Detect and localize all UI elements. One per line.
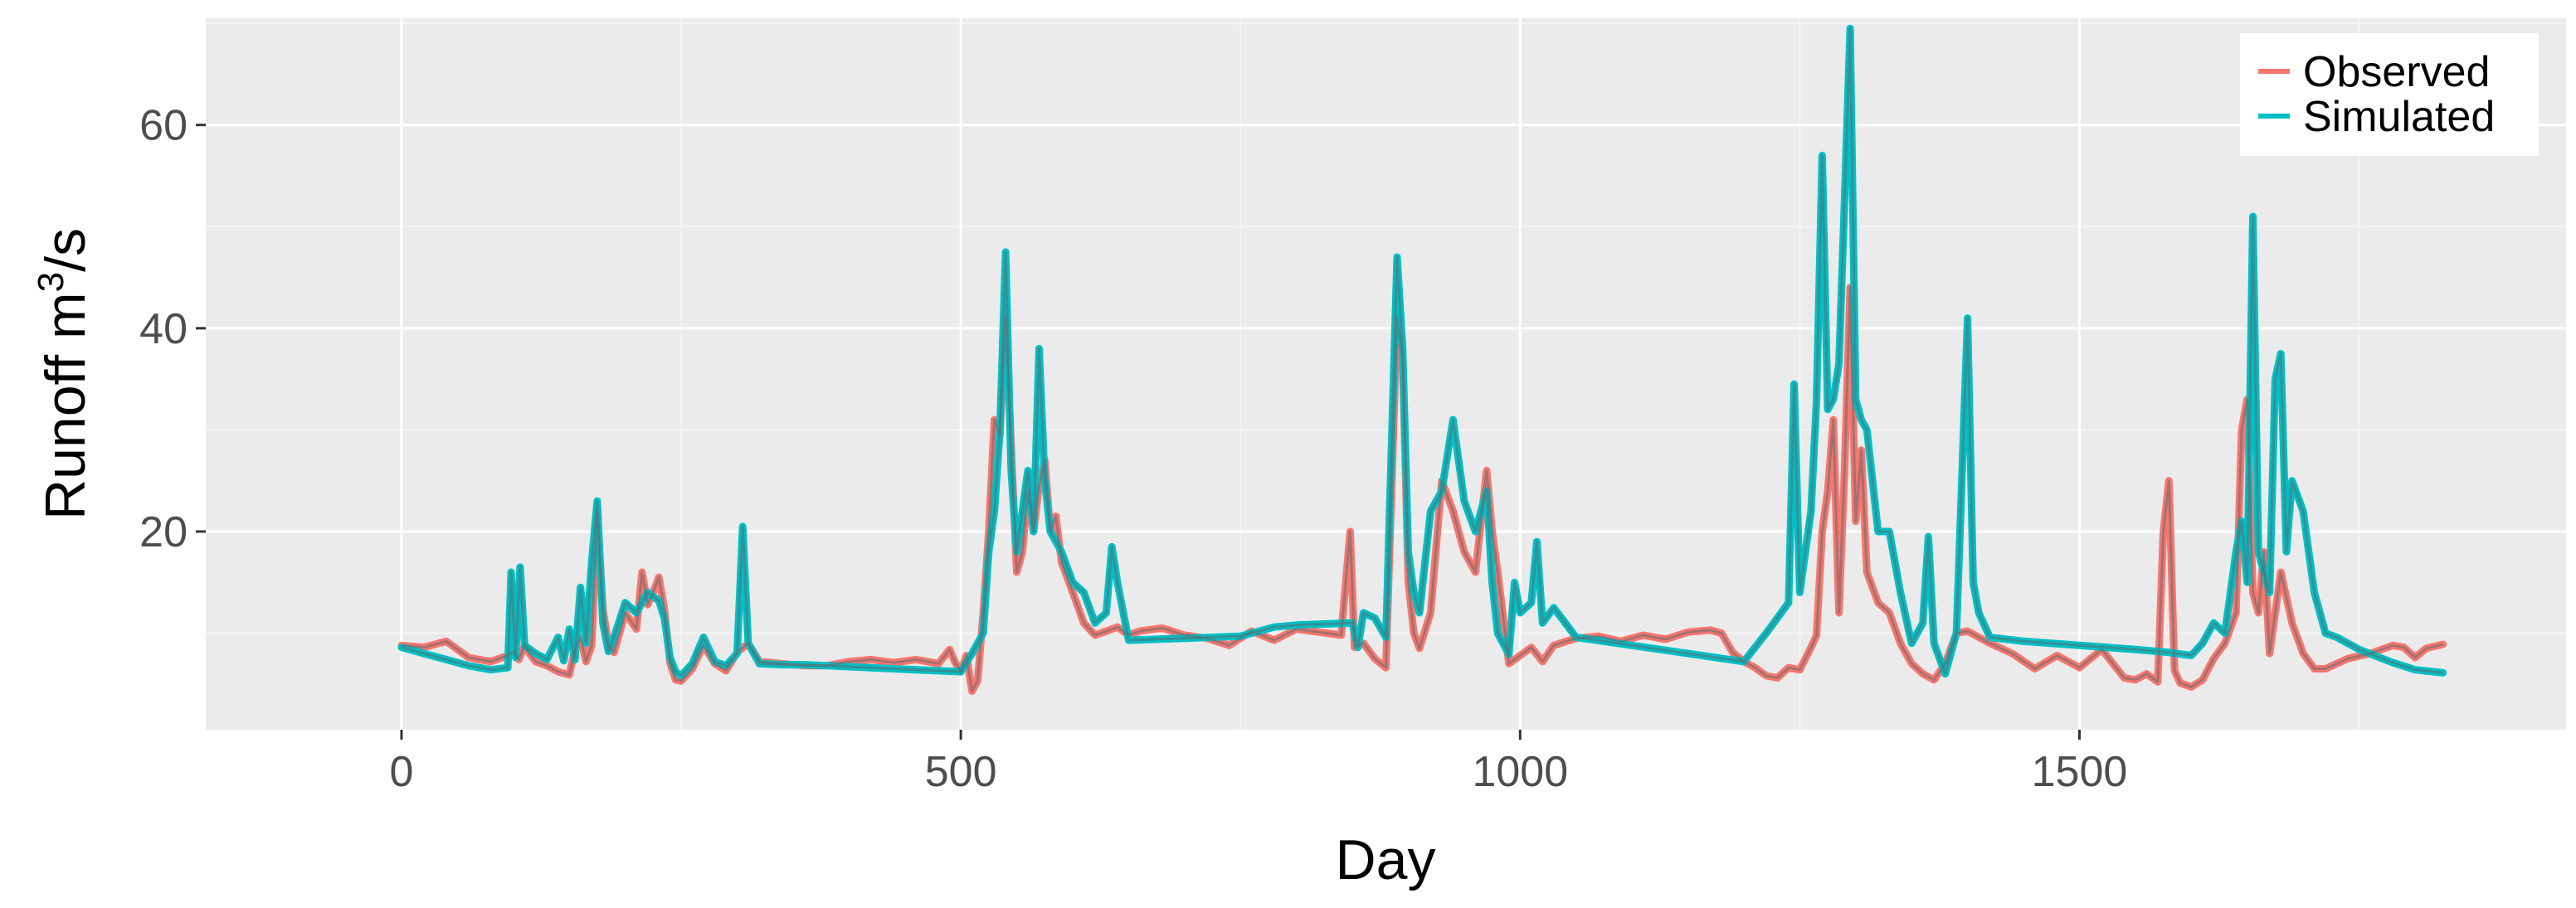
- x-axis-title: Day: [1336, 828, 1436, 891]
- x-tick-label: 1500: [2032, 748, 2128, 796]
- series-layer: [397, 24, 2447, 695]
- legend-box: [2240, 33, 2539, 156]
- x-tick-label: 0: [389, 748, 413, 796]
- y-tick-label: 40: [139, 305, 187, 353]
- y-tick-label: 20: [139, 508, 187, 556]
- x-axis: 0 500 1000 1500: [389, 730, 2127, 796]
- y-axis: 20 40 60: [139, 102, 206, 556]
- legend-label-simulated: Simulated: [2303, 93, 2495, 141]
- series-core-simulated: [401, 27, 2443, 677]
- legend-label-observed: Observed: [2303, 48, 2490, 96]
- minor-gridlines: [206, 18, 2566, 730]
- legend: Observed Simulated: [2240, 33, 2539, 156]
- x-tick-label: 500: [925, 748, 997, 796]
- y-axis-title-sup: 3: [31, 272, 71, 292]
- x-tick-label: 1000: [1472, 748, 1568, 796]
- y-axis-title: Runoff m3/s: [31, 228, 97, 520]
- y-axis-title-prefix: Runoff m: [34, 292, 97, 520]
- y-axis-title-suffix: /s: [34, 228, 97, 272]
- series-core-observed: [401, 286, 2444, 692]
- y-tick-label: 60: [139, 102, 187, 150]
